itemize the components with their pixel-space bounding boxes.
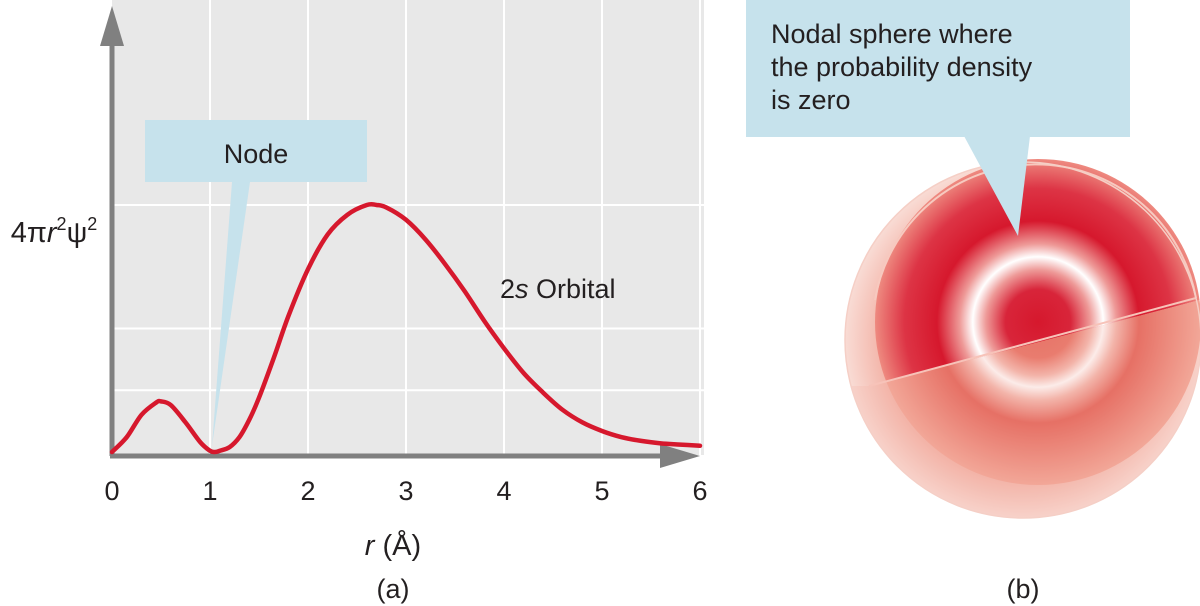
x-tick-label: 0 [104, 476, 119, 506]
panel-label-a: (a) [377, 574, 410, 604]
node-callout-pointer [212, 182, 250, 446]
nodal-callout-line-1: Nodal sphere where [771, 19, 1013, 49]
plot-area [112, 0, 704, 455]
node-callout-box [145, 120, 367, 182]
node-callout: Node [145, 120, 367, 446]
nodal-callout-pointer [964, 136, 1030, 236]
x-axis-label: r (Å) [365, 529, 421, 562]
series-line-2s [109, 201, 703, 455]
nodal-callout-line-2: the probability density [771, 52, 1033, 82]
sphere-panel-b: (b) [746, 0, 1200, 604]
nodal-callout-box [746, 0, 1130, 137]
sphere-rim [874, 163, 1197, 301]
curve-label: 2s Orbital [500, 274, 616, 304]
x-tick-label: 1 [202, 476, 217, 506]
x-tick-label: 6 [692, 476, 707, 506]
x-tick-label: 3 [398, 476, 413, 506]
x-tick-labels: 0 1 2 3 4 5 6 [104, 476, 707, 506]
panel-label-b: (b) [1007, 574, 1040, 604]
x-tick-label: 4 [496, 476, 511, 506]
x-axis-arrowhead [660, 444, 700, 468]
x-tick-label: 2 [300, 476, 315, 506]
nodal-callout-line-3: is zero [771, 85, 851, 115]
y-axis-arrowhead [100, 6, 124, 46]
node-callout-text: Node [224, 139, 289, 169]
gridlines [112, 0, 704, 455]
chart-panel-a: 0 1 2 3 4 5 6 Node 4πr2ψ2 2s Orbital r (Å) (a) [11, 0, 708, 604]
nodal-callout-text: Nodal sphere where the probability densi… [771, 18, 1032, 117]
sphere-cut-face-back [875, 159, 1200, 386]
y-axis-label: 4πr2ψ2 [11, 214, 98, 249]
sphere-cut-edge [868, 297, 1197, 387]
x-tick-label: 5 [594, 476, 609, 506]
